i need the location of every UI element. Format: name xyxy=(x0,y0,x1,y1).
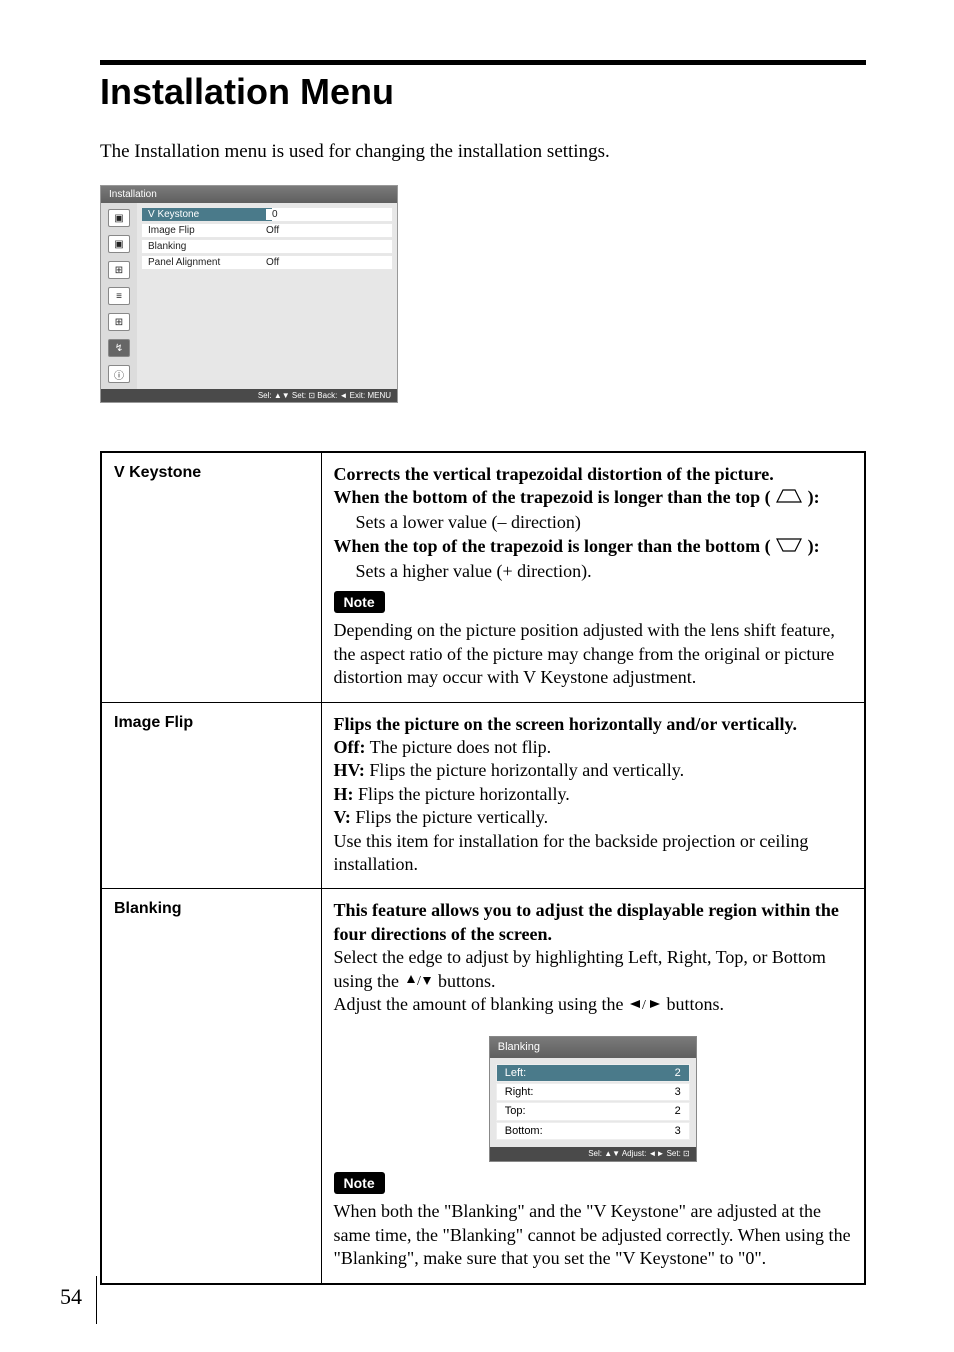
osd-row-value: 0 xyxy=(266,209,386,220)
blanking-row-value: 2 xyxy=(675,1066,681,1080)
blanking-osd-body: Left: 2 Right: 3 Top: 2 Bottom: 3 xyxy=(490,1058,696,1147)
osd-row: Blanking xyxy=(141,239,393,254)
blanking-osd-title: Blanking xyxy=(490,1037,696,1057)
osd-row-label: Blanking xyxy=(148,241,266,252)
osd-body: ▣ ▣ ⊞ ≡ ⊞ ↯ ⓘ V Keystone0Image FlipOffBl… xyxy=(101,203,397,389)
vk-line5: Sets a higher value (+ direction). xyxy=(356,560,853,583)
svg-text:/: / xyxy=(417,974,421,987)
if-hv-t: Flips the picture horizontally and verti… xyxy=(365,760,684,780)
blanking-osd-row: Top: 2 xyxy=(496,1102,690,1120)
osd-rows: V Keystone0Image FlipOffBlankingPanel Al… xyxy=(137,203,397,389)
blanking-row-label: Left: xyxy=(505,1066,526,1080)
row-desc-vkeystone: Corrects the vertical trapezoidal distor… xyxy=(321,452,865,702)
osd-row-value xyxy=(266,241,386,252)
blanking-osd-row: Bottom: 3 xyxy=(496,1122,690,1140)
osd-row-value: Off xyxy=(266,257,386,268)
osd-row-label: Image Flip xyxy=(148,225,266,236)
trapezoid-top-wide-icon xyxy=(775,536,803,560)
updown-buttons-icon: / xyxy=(404,971,434,991)
blanking-osd-row: Left: 2 xyxy=(496,1064,690,1082)
osd-icon-column: ▣ ▣ ⊞ ≡ ⊞ ↯ ⓘ xyxy=(101,203,137,389)
osd-row: V Keystone0 xyxy=(141,207,393,222)
osd-tab-icon: ⓘ xyxy=(108,365,130,383)
row-label-blanking: Blanking xyxy=(101,889,321,1284)
vk-line4b: ): xyxy=(808,536,820,556)
svg-text:/: / xyxy=(642,998,646,1010)
blanking-osd-footer: Sel: ▲▼ Adjust: ◄► Set: ⊡ xyxy=(490,1147,696,1161)
blanking-row-label: Top: xyxy=(505,1104,526,1118)
blanking-row-label: Right: xyxy=(505,1085,534,1099)
osd-screenshot: Installation ▣ ▣ ⊞ ≡ ⊞ ↯ ⓘ V Keystone0Im… xyxy=(100,185,398,403)
row-desc-imageflip: Flips the picture on the screen horizont… xyxy=(321,702,865,889)
settings-table: V Keystone Corrects the vertical trapezo… xyxy=(100,451,866,1285)
if-line6: Use this item for installation for the b… xyxy=(334,831,809,874)
page-number: 54 xyxy=(60,1284,82,1310)
leftright-buttons-icon: / xyxy=(628,994,662,1014)
if-h-l: H: xyxy=(334,784,354,804)
bl-note: When both the "Blanking" and the "V Keys… xyxy=(334,1200,853,1270)
note-chip: Note xyxy=(334,591,385,613)
osd-footer: Sel: ▲▼ Set: ⊡ Back: ◄ Exit: MENU xyxy=(101,389,397,402)
vk-line2b: ): xyxy=(808,487,820,507)
bl-line1: This feature allows you to adjust the di… xyxy=(334,900,839,943)
if-line1: Flips the picture on the screen horizont… xyxy=(334,714,797,734)
blanking-row-value: 3 xyxy=(675,1085,681,1099)
trapezoid-bottom-wide-icon xyxy=(775,487,803,511)
header-rule xyxy=(100,60,866,65)
osd-tab-icon: ▣ xyxy=(108,209,130,227)
row-label-vkeystone: V Keystone xyxy=(101,452,321,702)
vk-line3: Sets a lower value (– direction) xyxy=(356,511,853,534)
osd-row-label: V Keystone xyxy=(142,208,272,221)
osd-tab-icon: ≡ xyxy=(108,287,130,305)
page-title: Installation Menu xyxy=(100,71,866,113)
vk-note: Depending on the picture position adjust… xyxy=(334,619,853,689)
bl-line2b: buttons. xyxy=(438,971,496,991)
vk-line1: Corrects the vertical trapezoidal distor… xyxy=(334,464,774,484)
if-off-t: The picture does not flip. xyxy=(365,737,551,757)
osd-title: Installation xyxy=(101,186,397,203)
osd-row: Image FlipOff xyxy=(141,223,393,238)
row-desc-blanking: This feature allows you to adjust the di… xyxy=(321,889,865,1284)
row-label-imageflip: Image Flip xyxy=(101,702,321,889)
vk-line4a: When the top of the trapezoid is longer … xyxy=(334,536,771,556)
blanking-row-value: 2 xyxy=(675,1104,681,1118)
blanking-osd: Blanking Left: 2 Right: 3 Top: 2 Bottom: 3 Sel:… xyxy=(489,1036,697,1162)
if-off-l: Off: xyxy=(334,737,366,757)
osd-row-value: Off xyxy=(266,225,386,236)
blanking-row-label: Bottom: xyxy=(505,1124,543,1138)
if-hv-l: HV: xyxy=(334,760,365,780)
osd-tab-icon: ⊞ xyxy=(108,261,130,279)
blanking-osd-row: Right: 3 xyxy=(496,1083,690,1101)
osd-tab-icon: ⊞ xyxy=(108,313,130,331)
osd-row-label: Panel Alignment xyxy=(148,257,266,268)
page-tick xyxy=(96,1276,97,1324)
if-v-l: V: xyxy=(334,807,351,827)
note-chip: Note xyxy=(334,1172,385,1194)
osd-row: Panel AlignmentOff xyxy=(141,255,393,270)
vk-line2a: When the bottom of the trapezoid is long… xyxy=(334,487,771,507)
intro-text: The Installation menu is used for changi… xyxy=(100,141,866,163)
bl-line3b: buttons. xyxy=(666,994,724,1014)
bl-line3a: Adjust the amount of blanking using the xyxy=(334,994,628,1014)
osd-tab-icon: ▣ xyxy=(108,235,130,253)
blanking-row-value: 3 xyxy=(675,1124,681,1138)
if-h-t: Flips the picture horizontally. xyxy=(354,784,570,804)
osd-tab-icon-active: ↯ xyxy=(108,339,130,357)
if-v-t: Flips the picture vertically. xyxy=(351,807,548,827)
